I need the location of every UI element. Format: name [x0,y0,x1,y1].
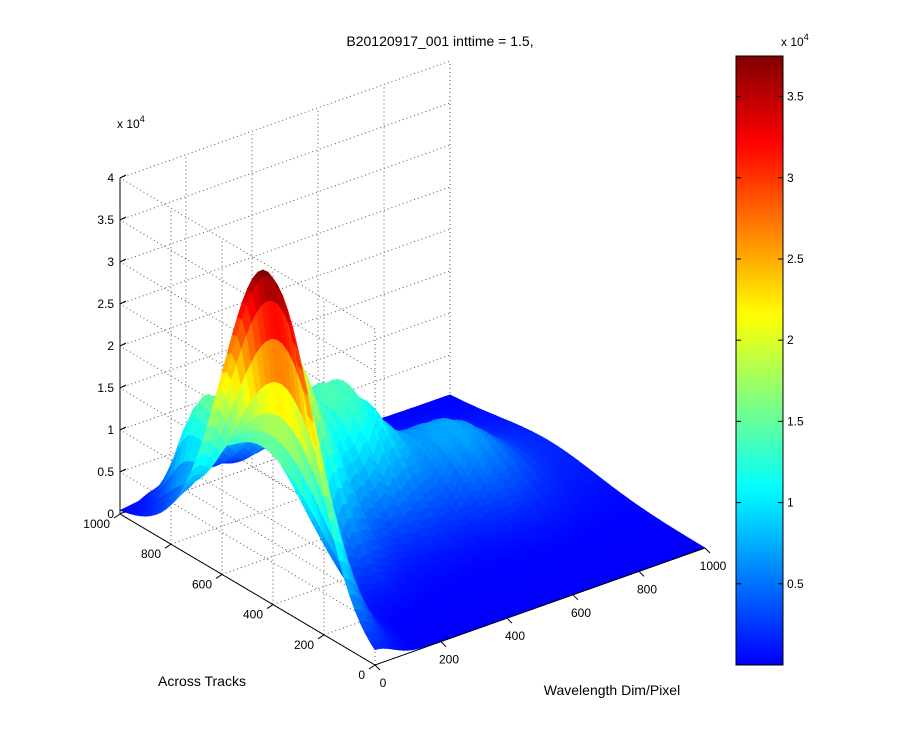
grid-line [185,490,442,643]
grid-line [119,429,376,582]
y-tick-label: 800 [141,547,161,561]
colorbar-tick-label: 1 [787,496,794,510]
z-tick-mark [119,426,127,431]
y-tick-mark [164,543,172,549]
z-tick-label: 1 [107,423,114,437]
z-tick-label: 4 [107,171,114,185]
x-tick-label: 0 [380,676,387,690]
y-tick-label: 600 [192,577,212,591]
surface-plot [119,269,706,651]
colorbar-ticks: 0.5 1 1.5 2 2.5 3 3.5 [736,90,804,591]
y-tick-mark [368,664,376,670]
y-tick-mark [317,634,325,640]
x-tick-mark [638,571,645,577]
x-tick-mark [704,547,711,554]
colorbar-multiplier: x 104 [781,32,809,49]
colorbar-tick-label: 2.5 [787,252,804,266]
z-axis: 0 0.5 1 1.5 2 2.5 3 3.5 4 [97,171,127,521]
colorbar-tick-label: 1.5 [787,414,804,428]
z-tick-mark [119,342,127,347]
x-tick-mark [374,664,381,671]
colorbar [735,55,784,666]
z-tick-mark [119,258,127,263]
grid-line [119,177,376,330]
z-tick-label: 2.5 [97,297,114,311]
z-tick-label: 0 [107,507,114,521]
colorbar-tick-label: 2 [787,333,794,347]
z-tick-mark [119,300,127,305]
grid-line [119,387,376,540]
z-axis-multiplier: x 104 [117,114,145,131]
z-tick-mark [119,216,127,221]
colorbar-tick-label: 3 [787,171,794,185]
x-tick-label: 1000 [700,559,727,573]
z-tick-label: 1.5 [97,381,114,395]
y-axis-spine [119,513,376,666]
z-tick-label: 3 [107,255,114,269]
y-axis-label: Across Tracks [158,673,246,689]
x-tick-label: 800 [637,582,657,596]
x-tick-label: 600 [571,606,591,620]
z-tick-mark [119,510,127,515]
colorbar-tick-label: 0.5 [787,577,804,591]
y-tick-mark [113,513,121,519]
x-tick-mark [572,594,579,601]
x-axis-label: Wavelength Dim/Pixel [544,682,680,698]
y-tick-label: 0 [358,668,365,682]
y-tick-label: 200 [294,638,314,652]
y-axis: 0 200 400 600 800 1000 [83,513,376,682]
y-tick-label: 1000 [83,517,110,531]
y-tick-label: 400 [243,608,263,622]
chart-title: B20120917_001 inttime = 1.5, [346,33,533,49]
z-tick-label: 0.5 [97,465,114,479]
z-tick-mark [119,468,127,473]
colorbar-tick-label: 3.5 [787,90,804,104]
z-tick-label: 2 [107,339,114,353]
x-tick-mark [506,617,513,624]
z-tick-mark [119,174,127,179]
z-tick-mark [119,384,127,389]
x-tick-mark [440,641,447,647]
y-tick-mark [266,604,274,610]
x-axis-spine [374,547,706,666]
x-axis: 0 200 400 600 800 1000 [374,547,727,690]
x-tick-label: 400 [505,629,525,643]
grid-line [119,471,376,624]
z-tick-label: 3.5 [97,213,114,227]
x-tick-label: 200 [439,653,459,667]
y-tick-mark [215,573,223,579]
